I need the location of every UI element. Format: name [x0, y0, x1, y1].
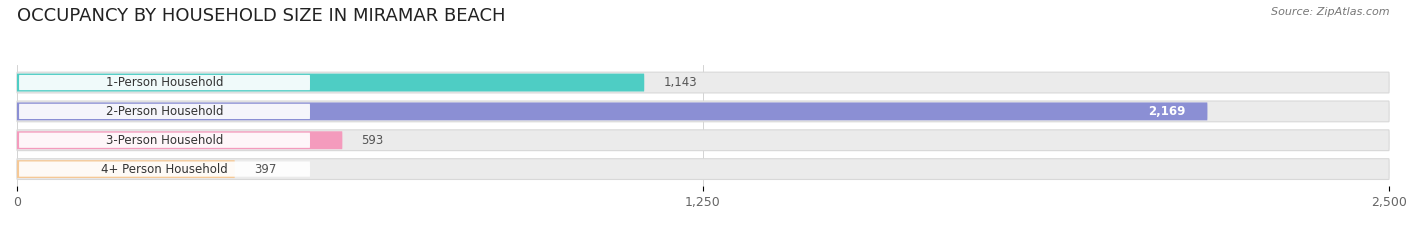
Text: 1-Person Household: 1-Person Household — [105, 76, 224, 89]
Text: 2,169: 2,169 — [1149, 105, 1185, 118]
Text: Source: ZipAtlas.com: Source: ZipAtlas.com — [1271, 7, 1389, 17]
Text: 1,143: 1,143 — [664, 76, 697, 89]
FancyBboxPatch shape — [17, 103, 1208, 120]
FancyBboxPatch shape — [17, 72, 1389, 93]
Text: 397: 397 — [254, 163, 277, 176]
Text: OCCUPANCY BY HOUSEHOLD SIZE IN MIRAMAR BEACH: OCCUPANCY BY HOUSEHOLD SIZE IN MIRAMAR B… — [17, 7, 505, 25]
FancyBboxPatch shape — [20, 161, 309, 177]
FancyBboxPatch shape — [20, 75, 309, 90]
Text: 2-Person Household: 2-Person Household — [105, 105, 224, 118]
FancyBboxPatch shape — [17, 101, 1389, 122]
Text: 593: 593 — [361, 134, 384, 147]
FancyBboxPatch shape — [17, 74, 644, 92]
FancyBboxPatch shape — [17, 131, 343, 149]
Text: 3-Person Household: 3-Person Household — [105, 134, 224, 147]
FancyBboxPatch shape — [20, 133, 309, 148]
FancyBboxPatch shape — [17, 160, 235, 178]
FancyBboxPatch shape — [17, 130, 1389, 151]
Text: 4+ Person Household: 4+ Person Household — [101, 163, 228, 176]
FancyBboxPatch shape — [17, 159, 1389, 179]
FancyBboxPatch shape — [20, 104, 309, 119]
